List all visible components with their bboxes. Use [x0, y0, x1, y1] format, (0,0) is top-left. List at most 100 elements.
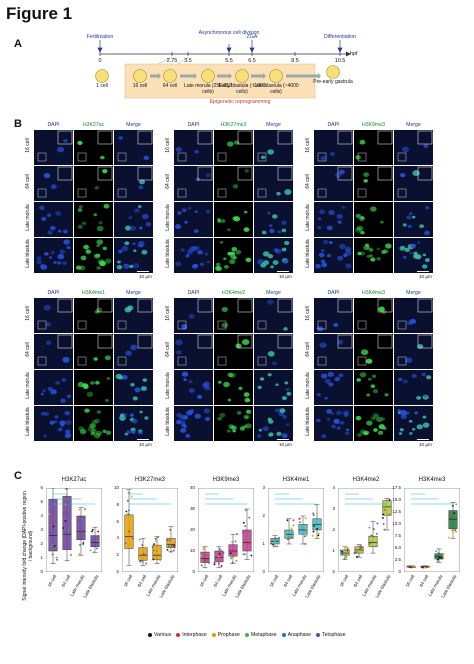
y-tick-label: 2 — [116, 552, 119, 558]
data-point — [55, 556, 58, 559]
data-point — [51, 548, 54, 551]
y-tick-label: 1 — [262, 541, 265, 546]
box-mark — [353, 544, 364, 558]
stage-label: Pre-early gastrula — [313, 79, 353, 85]
data-point — [413, 565, 416, 568]
data-point — [79, 544, 81, 546]
y-tick-label: 6 — [40, 485, 43, 490]
box-mark — [48, 488, 58, 564]
data-point — [385, 510, 388, 513]
data-point — [79, 530, 82, 533]
y-tick-label: 6 — [116, 518, 119, 524]
data-point — [242, 553, 245, 555]
data-point — [304, 517, 307, 520]
data-point — [218, 548, 221, 550]
channel-header: Merge — [266, 290, 281, 296]
data-point — [126, 499, 129, 502]
data-point — [82, 541, 85, 544]
data-point — [97, 540, 100, 542]
data-point — [375, 532, 378, 535]
phase-legend: Various Interphase Prophase Metaphase Anapha… — [148, 632, 351, 638]
data-point — [213, 563, 216, 566]
stage-row-label: Late blastula — [165, 407, 171, 436]
data-point — [278, 536, 280, 539]
stage-row-label: Late blastula — [25, 407, 31, 436]
legend-item: Prophase — [211, 632, 240, 638]
data-point — [130, 495, 133, 498]
channel-header: Merge — [406, 122, 421, 128]
box-plot — [198, 488, 254, 572]
y-tick-label: 0 — [40, 569, 43, 574]
stage-row-label: Late blastula — [165, 239, 171, 268]
data-point — [290, 527, 293, 530]
data-point — [141, 544, 144, 547]
figure-title: Figure 1 — [6, 4, 73, 23]
data-point — [97, 530, 100, 533]
data-point — [219, 549, 222, 551]
data-point — [353, 552, 356, 554]
y-tick-label: 10.0 — [392, 521, 401, 526]
data-point — [172, 549, 175, 552]
data-point — [65, 495, 68, 498]
data-point — [166, 548, 169, 551]
data-point — [361, 546, 363, 549]
chart-title: H3K4me1 — [282, 477, 310, 483]
data-point — [64, 520, 67, 522]
data-point — [51, 520, 54, 523]
y-tick-label: 0 — [262, 569, 265, 574]
micrograph-grid — [174, 298, 293, 441]
data-point — [145, 562, 147, 565]
data-point — [156, 536, 159, 539]
data-point — [359, 544, 362, 547]
box-mark — [200, 546, 210, 569]
y-tick-label: 5.0 — [394, 545, 401, 550]
data-point — [217, 555, 220, 558]
data-point — [169, 529, 172, 531]
timeline-tick-label: 6.5 — [248, 58, 256, 64]
data-point — [65, 488, 68, 490]
data-point — [140, 559, 143, 562]
data-point — [246, 536, 249, 539]
data-point — [236, 533, 238, 536]
data-point — [437, 554, 440, 557]
channel-header: H3K4me2 — [221, 290, 246, 296]
chart-title: H3K4me3 — [418, 477, 446, 483]
legend-swatch — [315, 632, 320, 637]
data-point — [312, 512, 315, 515]
y-tick-label: 10 — [190, 548, 195, 553]
data-point — [299, 521, 301, 524]
timeline-tick-label: 8.5 — [291, 58, 299, 64]
data-point — [346, 548, 349, 551]
stage-row-label: Late blastula — [305, 239, 311, 268]
data-point — [213, 561, 216, 564]
data-point — [128, 491, 130, 494]
data-point — [78, 553, 81, 555]
data-point — [449, 513, 452, 516]
data-point — [142, 552, 145, 555]
box-mark — [311, 504, 322, 539]
data-point — [341, 553, 344, 555]
data-point — [368, 545, 371, 548]
data-point — [125, 510, 128, 513]
legend-item: Telophase — [315, 632, 346, 638]
data-point — [82, 543, 85, 545]
data-point — [437, 558, 439, 561]
stage-label: Late blastula (~4000 cells) — [253, 83, 299, 95]
data-point — [138, 538, 141, 541]
box-mark — [138, 538, 148, 566]
stage-label: Late morula (256-512 cells) — [184, 83, 232, 95]
y-tick-label: 40 — [190, 485, 195, 490]
significance-bars — [129, 493, 171, 505]
significance-bars — [275, 493, 317, 505]
y-tick-label: 4 — [332, 485, 335, 490]
micrograph-grid — [174, 130, 293, 273]
data-point — [207, 558, 209, 561]
data-point — [290, 536, 293, 539]
data-point — [90, 539, 93, 542]
timeline-event-label: Differentiation — [324, 34, 356, 40]
data-point — [301, 525, 304, 528]
data-point — [200, 564, 203, 567]
data-point — [343, 557, 346, 560]
legend-item: Metaphase — [244, 632, 277, 638]
box-mark — [124, 489, 135, 566]
